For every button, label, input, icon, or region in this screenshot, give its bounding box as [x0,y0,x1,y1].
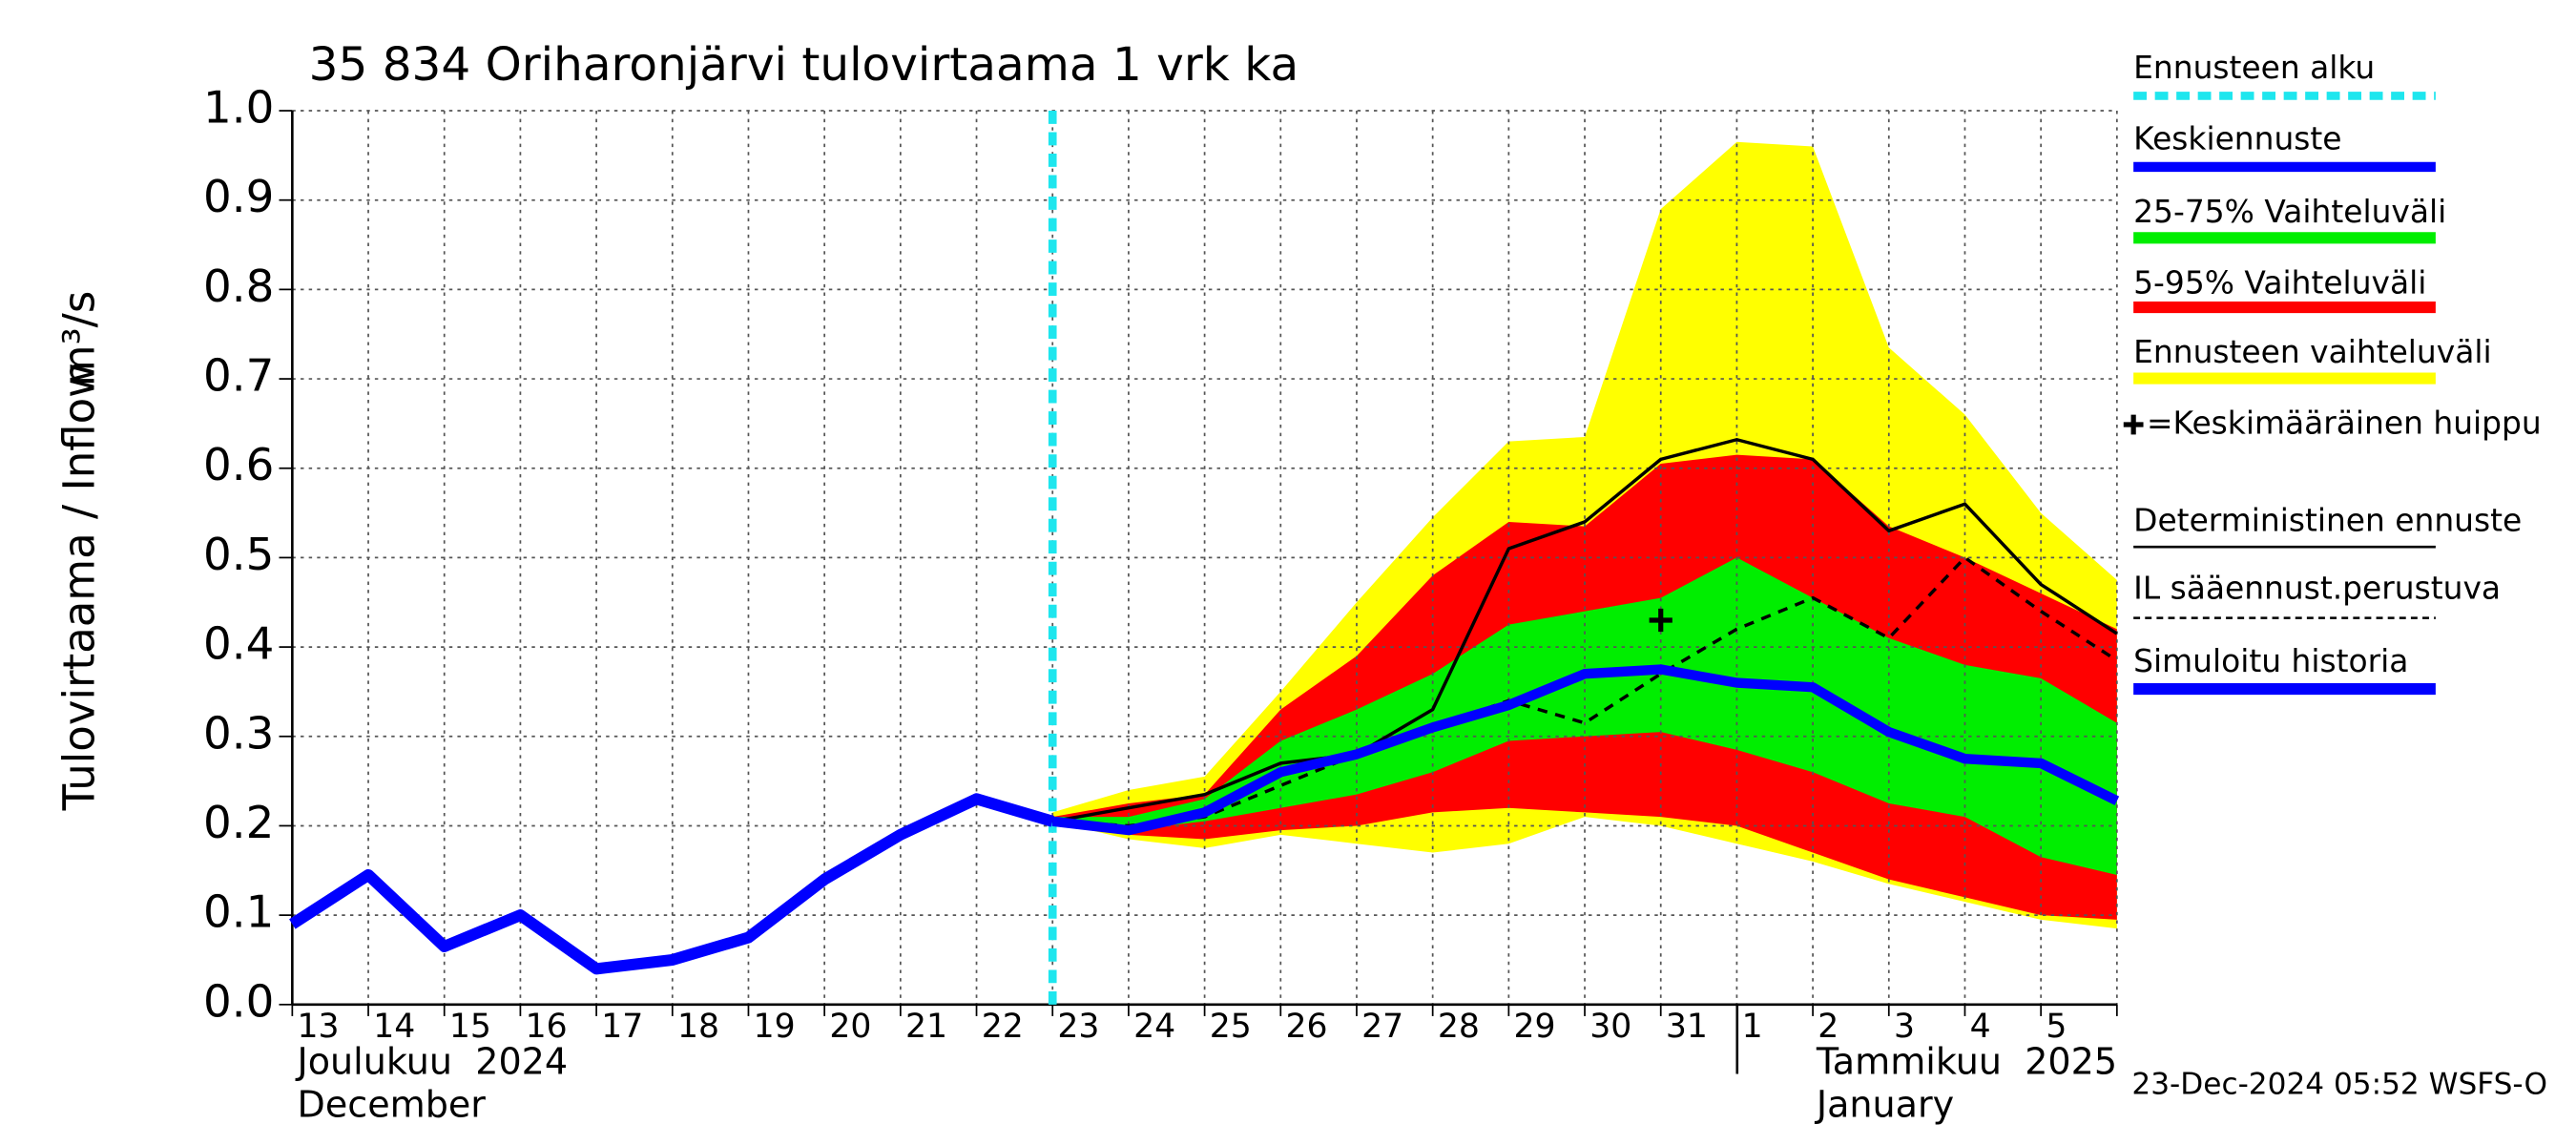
chart-title: 35 834 Oriharonjärvi tulovirtaama 1 vrk … [309,38,1299,92]
x-tick-label: 1 [1742,1008,1763,1046]
series-line [1051,438,2118,823]
y-tick-label: 0.6 [203,440,274,491]
x-tick-label: 17 [601,1008,643,1046]
x-tick-label: 13 [298,1008,340,1046]
peak-marker [1649,608,1672,633]
x-tick-label: 14 [373,1008,415,1046]
y-tick-label: 0.4 [203,619,274,671]
x-tick-label: 3 [1894,1008,1915,1046]
month-label: January [1815,1084,1954,1126]
y-tick-label: 0.8 [203,261,274,313]
x-tick-label: 20 [829,1008,871,1046]
y-tick-label: 0.0 [203,976,274,1028]
x-tick-label: 4 [1970,1008,1991,1046]
legend-label: Deterministinen ennuste [2133,502,2522,539]
y-tick-label: 0.5 [203,530,274,581]
y-tick-label: 0.3 [203,708,274,760]
x-tick-label: 28 [1438,1008,1480,1046]
x-tick-label: 18 [677,1008,719,1046]
legend-label: Ennusteen vaihteluväli [2133,333,2491,370]
x-tick-label: 29 [1514,1008,1556,1046]
y-axis-unit: m³/s [54,291,105,387]
legend-label: =Keskimääräinen huippu [2147,405,2542,442]
x-tick-label: 31 [1666,1008,1708,1046]
y-tick-label: 0.7 [203,351,274,403]
month-label: Joulukuu 2024 [296,1041,569,1083]
x-tick-label: 2 [1818,1008,1839,1046]
x-tick-label: 25 [1210,1008,1252,1046]
legend-label: Keskiennuste [2133,120,2341,157]
legend-label: Ennusteen alku [2133,49,2375,86]
x-tick-label: 21 [905,1008,947,1046]
x-tick-label: 26 [1285,1008,1327,1046]
y-axis-label: Tulovirtaama / Inflow [54,363,105,811]
x-tick-label: 23 [1057,1008,1099,1046]
y-tick-label: 0.2 [203,798,274,849]
x-tick-label: 15 [449,1008,491,1046]
y-tick-label: 0.9 [203,172,274,223]
month-label: December [298,1084,487,1126]
x-tick-label: 16 [526,1008,568,1046]
x-tick-label: 30 [1589,1008,1631,1046]
x-tick-label: 27 [1361,1008,1403,1046]
legend-label: 5-95% Vaihteluväli [2133,263,2426,301]
legend-label: Simuloitu historia [2133,642,2408,679]
month-label: Tammikuu 2025 [1816,1041,2117,1083]
series-line [1051,664,2120,836]
x-tick-label: 19 [754,1008,796,1046]
legend-label: IL sääennust.perustuva [2133,570,2501,607]
legend-label: 25-75% Vaihteluväli [2133,193,2446,230]
series-line [289,793,1054,975]
x-tick-label: 5 [2046,1008,2067,1046]
y-tick-label: 0.1 [203,887,274,939]
x-tick-label: 24 [1133,1008,1175,1046]
timestamp: 23-Dec-2024 05:52 WSFS-O [2131,1068,2547,1102]
x-tick-label: 22 [982,1008,1024,1046]
y-tick-label: 1.0 [203,83,274,135]
